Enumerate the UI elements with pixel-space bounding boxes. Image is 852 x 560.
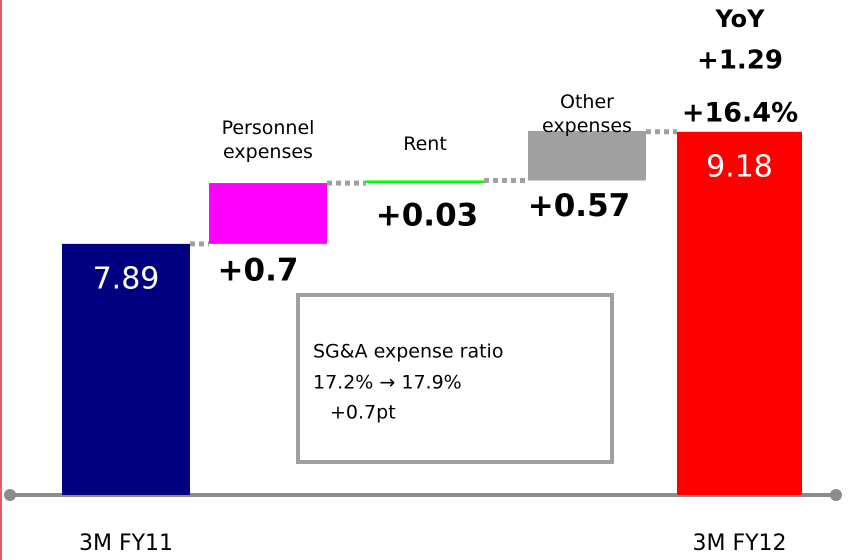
x-tick-label: 3M FY11 (78, 531, 174, 556)
category-label: Personnel expenses (221, 117, 315, 163)
value-label: +0.57 (528, 188, 630, 224)
x-tick-label: 3M FY12 (692, 531, 787, 556)
yoy-percent: +16.4% (682, 98, 798, 129)
yoy-value: +1.29 (697, 46, 783, 76)
value-label: 7.89 (93, 261, 160, 296)
bar (528, 130, 646, 181)
value-label: +0.7 (218, 252, 299, 288)
category-label: Rent (403, 133, 447, 155)
yoy-title: YoY (714, 5, 765, 33)
bar (209, 183, 327, 244)
note-text: SG&A expense ratio (313, 341, 503, 363)
bar (62, 243, 190, 495)
value-label: +0.03 (376, 198, 478, 234)
note-box (296, 293, 614, 464)
value-label: 9.18 (706, 149, 773, 184)
axis-end (4, 489, 16, 501)
bar (677, 131, 802, 495)
bar (366, 180, 484, 184)
category-label: Other expenses (542, 91, 632, 137)
note-text: +0.7pt (330, 402, 396, 424)
axis-end (830, 489, 842, 501)
note-text: 17.2% → 17.9% (313, 372, 462, 394)
